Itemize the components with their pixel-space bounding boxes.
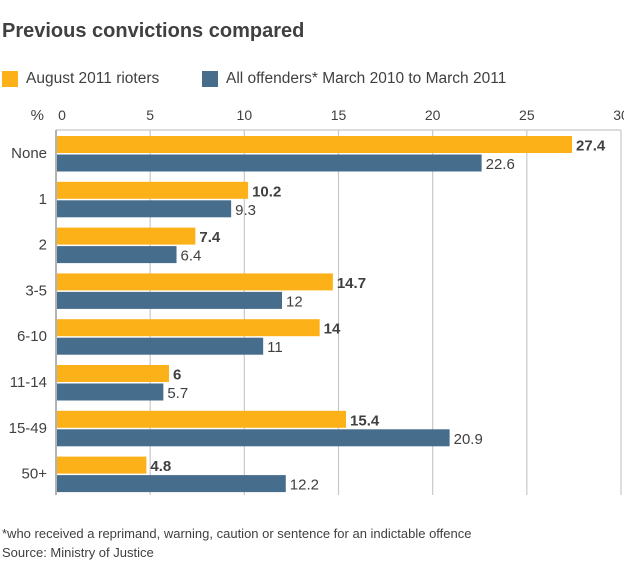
- legend-label: All offenders* March 2010 to March 2011: [226, 70, 507, 87]
- bar: [57, 291, 282, 309]
- data-label: 12.2: [290, 477, 319, 494]
- x-tick-label: 5: [146, 107, 154, 123]
- source: Source: Ministry of Justice: [2, 545, 154, 560]
- y-tick-label: 50+: [22, 466, 48, 483]
- legend-item-rioters: August 2011 rioters: [2, 70, 159, 88]
- data-label: 12: [286, 293, 303, 310]
- x-tick-label: 15: [331, 107, 347, 123]
- data-label: 14: [324, 321, 341, 338]
- data-label: 7.4: [199, 229, 221, 246]
- data-label: 4.8: [150, 458, 171, 475]
- bar: [57, 136, 573, 153]
- bar: [57, 273, 333, 291]
- footnote: *who received a reprimand, warning, caut…: [2, 526, 472, 541]
- x-tick-label: 20: [425, 107, 441, 123]
- x-tick-label: 30: [613, 107, 624, 123]
- y-tick-label: 2: [39, 237, 47, 254]
- y-tick-label: 3-5: [25, 282, 47, 299]
- bar: [57, 181, 249, 199]
- x-tick-label: 0: [58, 107, 66, 123]
- data-label: 10.2: [252, 183, 281, 200]
- bar: [57, 337, 264, 355]
- y-tick-label: None: [11, 145, 47, 162]
- bar-chart: %051015202530None27.422.6110.29.327.46.4…: [9, 107, 624, 495]
- legend-swatch: [2, 71, 18, 87]
- bar: [57, 429, 450, 447]
- bar: [57, 154, 482, 172]
- bar: [57, 410, 347, 428]
- bar: [57, 365, 169, 382]
- data-label: 6: [173, 367, 181, 384]
- x-axis-label: %: [31, 107, 44, 124]
- legend-swatch: [202, 71, 218, 87]
- bar: [57, 227, 196, 245]
- data-label: 11: [267, 339, 283, 356]
- y-tick-label: 6-10: [17, 328, 47, 345]
- chart-title: Previous convictions compared: [2, 20, 305, 42]
- y-tick-label: 11-14: [10, 374, 47, 391]
- x-tick-label: 10: [237, 107, 253, 123]
- y-tick-label: 1: [39, 191, 47, 208]
- y-tick-label: 15-49: [9, 420, 47, 437]
- data-label: 9.3: [235, 202, 256, 219]
- data-label: 6.4: [181, 248, 202, 265]
- bar: [57, 319, 320, 337]
- data-label: 27.4: [576, 138, 606, 155]
- data-label: 20.9: [454, 431, 483, 448]
- legend-label: August 2011 rioters: [26, 70, 160, 87]
- bar: [57, 200, 232, 218]
- data-label: 15.4: [350, 412, 380, 429]
- bar: [57, 246, 177, 264]
- x-tick-label: 25: [519, 107, 535, 123]
- data-label: 5.7: [167, 385, 188, 402]
- bar: [57, 475, 286, 493]
- bar: [57, 383, 164, 401]
- data-label: 14.7: [337, 275, 366, 292]
- legend-item-all-offenders: All offenders* March 2010 to March 2011: [202, 70, 506, 88]
- bar: [57, 456, 147, 474]
- data-label: 22.6: [486, 156, 515, 173]
